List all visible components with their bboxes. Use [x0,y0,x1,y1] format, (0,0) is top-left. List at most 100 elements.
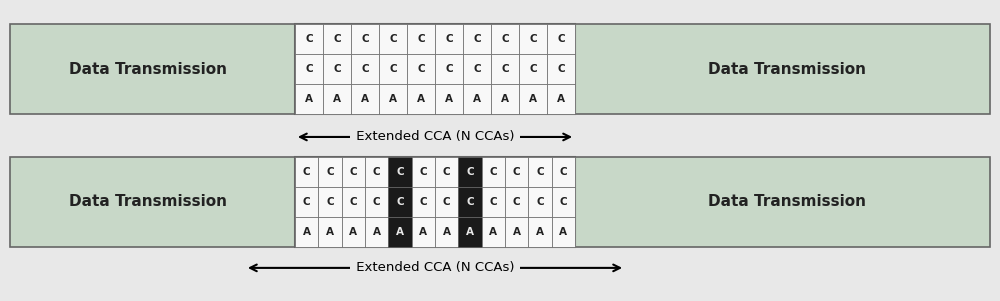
Text: A: A [326,227,334,237]
Text: C: C [473,64,481,74]
Bar [323,84,351,114]
Text: A: A [361,94,369,104]
Bar [342,217,365,247]
Bar [435,157,458,187]
Bar [379,24,407,54]
Text: C: C [490,166,497,177]
Text: C: C [396,197,404,207]
Bar [351,54,379,84]
Bar [491,24,519,54]
Text: C: C [529,64,537,74]
Bar [435,217,458,247]
Bar [482,187,505,217]
Text: C: C [529,34,537,44]
Bar [547,24,575,54]
Text: C: C [490,197,497,207]
Text: C: C [303,166,310,177]
Text: A: A [501,94,509,104]
Text: C: C [443,197,450,207]
Text: C: C [350,166,357,177]
Bar [528,187,552,217]
Bar [435,24,463,54]
Text: C: C [373,166,380,177]
Text: C: C [305,64,313,74]
Text: C: C [473,34,481,44]
Text: A: A [559,227,567,237]
Text: C: C [445,34,453,44]
Text: Data Transmission: Data Transmission [708,62,866,77]
Bar [547,84,575,114]
Bar [458,187,482,217]
Text: C: C [333,34,341,44]
Bar [365,187,388,217]
Bar [295,187,318,217]
Text: C: C [326,197,334,207]
Text: C: C [560,197,567,207]
Text: C: C [305,34,313,44]
Text: A: A [557,94,565,104]
Bar [323,24,351,54]
Text: C: C [557,64,565,74]
Bar [318,217,342,247]
Bar [435,54,463,84]
Text: A: A [443,227,451,237]
Text: C: C [350,197,357,207]
Text: A: A [466,227,474,237]
Text: A: A [513,227,521,237]
Bar [505,217,528,247]
Bar [412,187,435,217]
Bar [491,54,519,84]
Text: C: C [303,197,310,207]
Text: C: C [396,166,404,177]
Text: A: A [333,94,341,104]
Text: Extended CCA (N CCAs): Extended CCA (N CCAs) [352,261,518,275]
Bar [379,54,407,84]
Text: A: A [303,227,311,237]
Bar [547,54,575,84]
Bar [463,84,491,114]
Text: C: C [536,166,544,177]
Bar [365,217,388,247]
Text: C: C [361,34,369,44]
Text: C: C [466,197,474,207]
Text: C: C [326,166,334,177]
Text: C: C [466,166,474,177]
Text: C: C [420,197,427,207]
Text: C: C [361,64,369,74]
Bar [505,187,528,217]
Bar [342,187,365,217]
Text: C: C [373,197,380,207]
Text: A: A [396,227,404,237]
Text: A: A [373,227,381,237]
Bar [365,157,388,187]
Bar [323,54,351,84]
Bar [519,24,547,54]
Text: C: C [443,166,450,177]
Text: C: C [333,64,341,74]
Bar [295,84,323,114]
Bar [552,217,575,247]
Bar [388,217,412,247]
Bar [295,217,318,247]
Text: C: C [501,64,509,74]
Bar [552,157,575,187]
Bar [435,187,458,217]
Text: C: C [417,34,425,44]
Bar [407,54,435,84]
Bar [435,84,463,114]
Bar [552,187,575,217]
Bar [10,24,990,114]
Text: A: A [529,94,537,104]
Text: A: A [389,94,397,104]
Text: C: C [389,64,397,74]
Text: A: A [473,94,481,104]
Text: A: A [417,94,425,104]
Text: C: C [445,64,453,74]
Bar [482,217,505,247]
Text: C: C [420,166,427,177]
Text: A: A [305,94,313,104]
Text: A: A [445,94,453,104]
Bar [10,157,990,247]
Bar [342,157,365,187]
Bar [528,157,552,187]
